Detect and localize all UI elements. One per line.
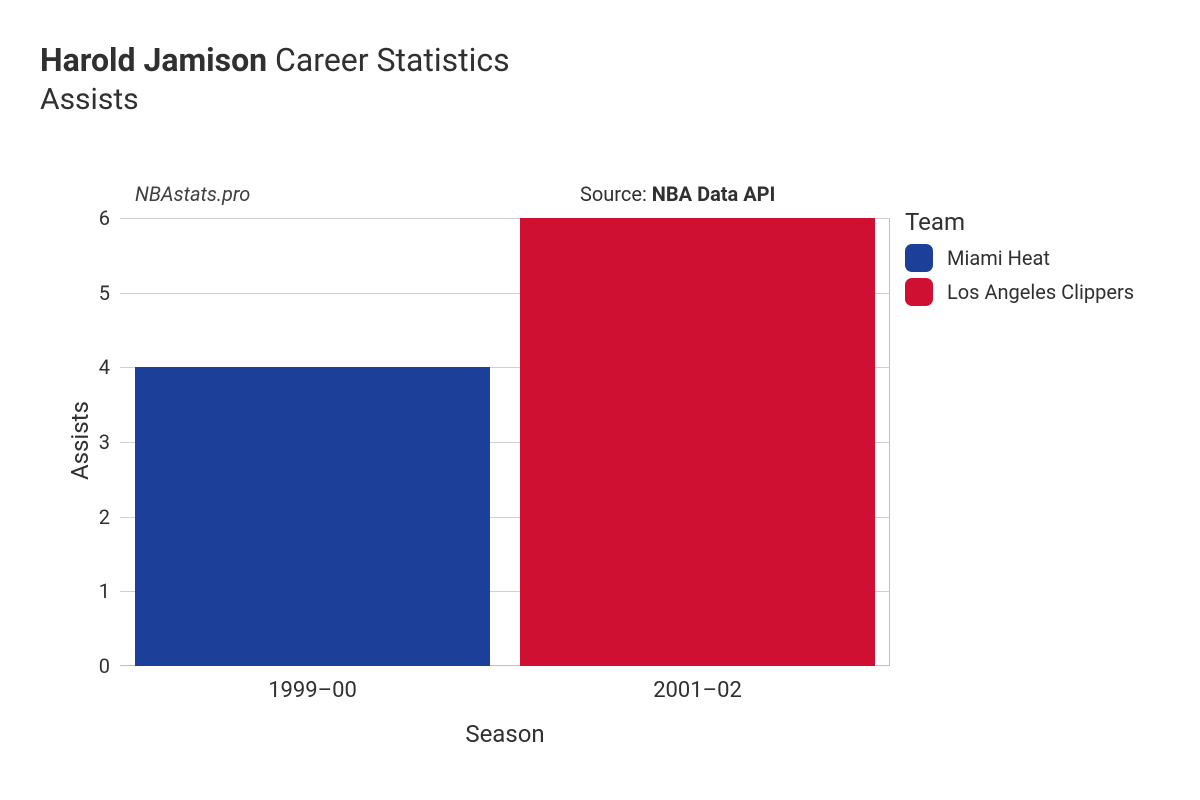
x-axis-title: Season bbox=[465, 720, 544, 748]
title-rest: Career Statistics bbox=[267, 41, 510, 79]
y-tick-label: 5 bbox=[70, 281, 110, 305]
source-attribution: Source: NBA Data API bbox=[580, 182, 775, 206]
page: Harold Jamison Career Statistics Assists… bbox=[0, 0, 1200, 800]
y-tick-label: 4 bbox=[70, 355, 110, 379]
legend-swatch bbox=[905, 278, 933, 306]
y-tick-label: 1 bbox=[70, 579, 110, 603]
title-player-name: Harold Jamison bbox=[40, 41, 267, 79]
plot-area bbox=[120, 218, 890, 666]
y-tick-label: 2 bbox=[70, 505, 110, 529]
x-tick-label: 2001–02 bbox=[653, 678, 742, 703]
legend-label: Los Angeles Clippers bbox=[947, 280, 1134, 304]
chart: NBAstats.pro Source: NBA Data API 012345… bbox=[60, 160, 1160, 760]
bar bbox=[520, 218, 874, 666]
page-subtitle: Assists bbox=[40, 82, 1160, 117]
legend-title: Team bbox=[905, 208, 1165, 236]
legend-item: Los Angeles Clippers bbox=[905, 278, 1165, 306]
x-tick-label: 1999–00 bbox=[268, 678, 357, 703]
y-tick-label: 0 bbox=[70, 654, 110, 678]
legend-swatch bbox=[905, 244, 933, 272]
legend: Team Miami Heat Los Angeles Clippers bbox=[905, 208, 1165, 312]
watermark-text: NBAstats.pro bbox=[135, 182, 250, 206]
y-axis-title: Assists bbox=[66, 401, 94, 480]
source-prefix: Source: bbox=[580, 182, 652, 206]
page-title: Harold Jamison Career Statistics bbox=[40, 40, 1160, 80]
right-axis-line bbox=[889, 218, 890, 666]
legend-label: Miami Heat bbox=[947, 246, 1050, 270]
y-tick-label: 6 bbox=[70, 206, 110, 230]
bar bbox=[135, 367, 489, 666]
legend-item: Miami Heat bbox=[905, 244, 1165, 272]
source-name: NBA Data API bbox=[652, 182, 776, 206]
